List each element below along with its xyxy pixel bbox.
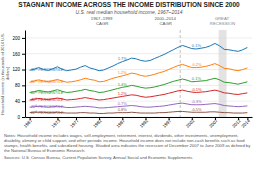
tick: 2012 [231,117,242,129]
grid [25,38,252,117]
tick: 1987 [115,117,126,129]
series-annotation: -0.5% [191,107,202,112]
tick-label: 1982 [92,118,103,129]
tick-mark [22,54,25,55]
tick-label: 1967 [23,118,34,129]
tick-label: 2012 [231,118,242,129]
y-axis-label: Household income (in thousands of 2014 U… [0,32,10,115]
tick: 1992 [139,117,150,129]
period-separator [180,30,181,117]
y-axis: 0 40 80 120 160 200 [12,31,25,120]
series-label: 60ᵗʰ PERCENTILE [31,90,64,95]
tick-label: 120 [12,67,20,72]
tick: 0 [17,115,25,120]
tick-label: 1992 [139,118,150,129]
tick: 2002 [185,117,196,129]
chart: STAGNANT INCOME ACROSS THE INCOME DISTRI… [0,0,258,180]
tick-mark [22,117,25,118]
tick-label: 2007 [208,118,219,129]
header-annotation: 1967–1999 CAGR [91,16,114,26]
tick-label: 0 [17,115,20,120]
tick: 200 [12,36,25,41]
series-label: 20ᵗʰ PERCENTILE [30,104,64,109]
notes: Notes: Household income includes wages, … [4,133,251,153]
tick-label: 40 [15,99,21,104]
series-annotation: 0.1% [192,76,202,81]
tick-mark [22,70,25,71]
header-annotation: GREAT RECESSION [210,16,235,26]
x-axis: 1967 1973 1977 1982 1987 1992 1997 2002 2007 2012… [23,117,253,129]
grid-line [25,117,252,118]
plot-area [30,30,248,117]
grid-line [25,53,252,54]
series-annotation: -0.1% [191,87,202,92]
tick-mark [22,85,25,86]
series-annotation: 1.7% [118,56,128,61]
source: Sources: U.S. Census Bureau, Current Pop… [4,155,193,160]
axis-line [26,117,253,118]
series-label: 80ᵗʰ PERCENTILE [31,79,64,84]
subtitle: U.S. real median household income, 1967–… [75,9,182,15]
series-annotation: 1.2% [118,91,128,96]
tick-label: 1977 [69,118,80,129]
series-label: 10ᵗʰ PERCENTILE [31,110,64,115]
grid-line [25,37,252,38]
tick: 1973 [51,117,62,129]
tick: 1982 [92,117,103,129]
tick-label: 2014 [240,118,251,129]
series-annotation: 1.4% [118,82,128,87]
series-annotation: 1.2% [118,70,128,75]
tick-mark [22,101,25,102]
series-annotation: 0.7% [118,101,128,106]
tick: 160 [12,52,25,57]
series-label: 95ᵗʰ PERCENTILE [31,67,64,72]
tick-label: 1997 [162,118,173,129]
tick: 120 [12,67,25,72]
title: STAGNANT INCOME ACROSS THE INCOME DISTRI… [18,1,240,8]
tick-label: 80 [15,83,21,88]
series-annotation: -0.2% [191,62,202,67]
tick-label: 2002 [185,118,196,129]
tick-label: 1973 [51,118,62,129]
header-annotation: 2000–2014 CAGR [154,16,177,26]
series-annotation: -0.3% [191,99,202,104]
tick: 2007 [208,117,219,129]
tick-label: 200 [12,36,20,41]
series-annotation: 0.8% [118,107,128,112]
tick: 1977 [69,117,80,129]
tick: 1967 [23,117,34,129]
tick-label: 160 [12,52,20,57]
tick: 2014 [240,117,251,129]
tick: 80 [15,83,25,88]
tick-label: 1987 [115,118,126,129]
tick: 1997 [162,117,173,129]
tick: 40 [15,99,25,104]
series-annotation: 0.1% [192,43,202,48]
labels: 95ᵗʰ PERCENTILE 1.7% 0.1% 80ᵗʰ PERCENTILE 1.… [30,43,202,114]
tick-mark [22,38,25,39]
series-label: 40ᵗʰ PERCENTILE [31,97,64,102]
grid-line [25,85,252,86]
axis-line [25,31,26,118]
